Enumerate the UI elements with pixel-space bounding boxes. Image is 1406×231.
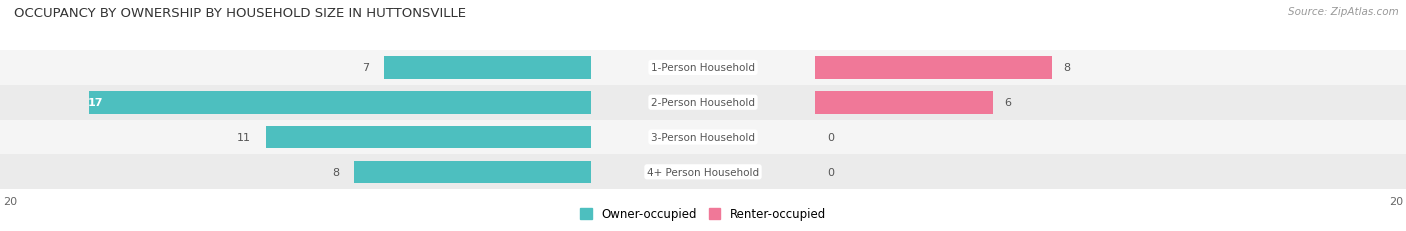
Text: 3-Person Household: 3-Person Household: [651, 132, 755, 143]
Bar: [591, 120, 815, 155]
Bar: [815, 85, 1406, 120]
Bar: [591, 85, 815, 120]
Text: 17: 17: [87, 98, 104, 108]
Bar: [0, 155, 591, 189]
Bar: [354, 161, 591, 183]
Text: Source: ZipAtlas.com: Source: ZipAtlas.com: [1288, 7, 1399, 17]
Text: 7: 7: [361, 63, 368, 73]
Legend: Owner-occupied, Renter-occupied: Owner-occupied, Renter-occupied: [575, 203, 831, 225]
Text: OCCUPANCY BY OWNERSHIP BY HOUSEHOLD SIZE IN HUTTONSVILLE: OCCUPANCY BY OWNERSHIP BY HOUSEHOLD SIZE…: [14, 7, 465, 20]
Text: 20: 20: [3, 196, 17, 206]
Bar: [815, 51, 1406, 85]
Text: 0: 0: [827, 132, 834, 143]
Text: 1-Person Household: 1-Person Household: [651, 63, 755, 73]
Bar: [89, 91, 591, 114]
Text: 6: 6: [1004, 98, 1011, 108]
Text: 8: 8: [1063, 63, 1070, 73]
Bar: [0, 85, 591, 120]
Bar: [266, 126, 591, 149]
Bar: [0, 51, 591, 85]
Text: 4+ Person Household: 4+ Person Household: [647, 167, 759, 177]
Bar: [815, 155, 1406, 189]
Bar: [815, 120, 1406, 155]
Bar: [815, 91, 993, 114]
Bar: [384, 57, 591, 79]
Text: 11: 11: [238, 132, 252, 143]
Bar: [591, 155, 815, 189]
Text: 0: 0: [827, 167, 834, 177]
Text: 8: 8: [332, 167, 340, 177]
Bar: [815, 57, 1052, 79]
Text: 20: 20: [1389, 196, 1403, 206]
Bar: [0, 120, 591, 155]
Text: 2-Person Household: 2-Person Household: [651, 98, 755, 108]
Bar: [591, 51, 815, 85]
